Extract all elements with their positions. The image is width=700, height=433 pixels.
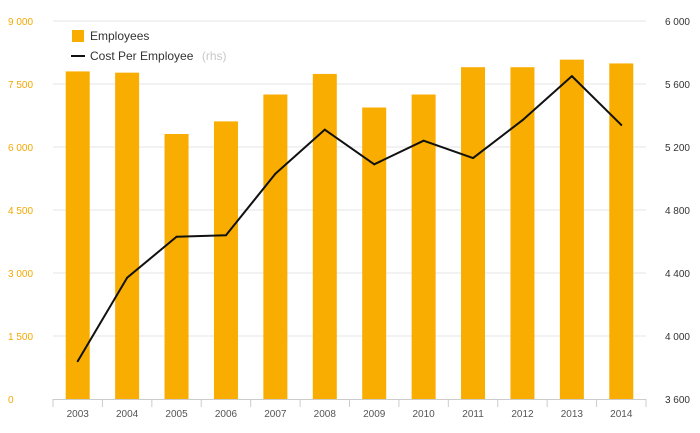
point-cost-per-employee-2007	[274, 172, 277, 175]
bar-employees-2013	[559, 59, 584, 399]
point-cost-per-employee-2003	[76, 360, 79, 363]
y-left-tick-label: 0	[8, 395, 14, 406]
line-cost-per-employee	[76, 75, 622, 362]
x-tick-label: 2014	[610, 409, 633, 420]
x-tick-label: 2013	[561, 409, 584, 420]
y-right-tick-label: 3 600	[665, 395, 690, 406]
y-right-tick-label: 5 600	[665, 80, 690, 91]
y-left-tick-label: 7 500	[8, 80, 33, 91]
y-left-tick-label: 3 000	[8, 269, 33, 280]
legend-label-rhs-suffix: (rhs)	[202, 49, 227, 63]
x-tick-label: 2009	[363, 409, 386, 420]
bar-employees-2006	[213, 121, 238, 399]
x-tick-label: 2010	[413, 409, 436, 420]
y-right-tick-label: 6 000	[665, 17, 690, 28]
y-right-tick-label: 4 000	[665, 332, 690, 343]
bar-employees-2008	[312, 73, 337, 400]
axes: 0 3 600 1 500 4 000 3 000 4 400 4 500 4 800 6 00…	[8, 17, 690, 420]
point-cost-per-employee-2011	[472, 157, 475, 160]
bar-employees-2011	[461, 67, 486, 399]
point-cost-per-employee-2013	[570, 75, 573, 78]
point-cost-per-employee-2006	[224, 234, 227, 237]
bar-employees-2005	[164, 133, 189, 400]
legend-label-cost-text: Cost Per Employee	[90, 49, 194, 63]
gridlines	[53, 20, 646, 337]
line-series-cost-per-employee	[76, 75, 623, 363]
x-tick-label: 2007	[264, 409, 287, 420]
bar-series-employees	[65, 59, 634, 400]
point-cost-per-employee-2014	[620, 123, 623, 126]
x-tick-label: 2011	[462, 409, 484, 420]
point-cost-per-employee-2004	[126, 276, 129, 279]
bar-employees-2012	[510, 67, 535, 399]
y-right-tick-label: 5 200	[665, 143, 690, 154]
x-tick-label: 2003	[67, 409, 90, 420]
bar-employees-2014	[609, 63, 634, 400]
x-tick-label: 2006	[215, 409, 238, 420]
legend-swatch-employees	[72, 30, 84, 42]
y-left-tick-label: 1 500	[8, 332, 33, 343]
y-left-tick-label: 6 000	[8, 143, 33, 154]
point-cost-per-employee-2008	[323, 128, 326, 131]
bar-employees-2004	[115, 72, 140, 399]
legend-label-cost-per-employee: Cost Per Employee (rhs)	[90, 47, 227, 64]
y-left-tick-label: 4 500	[8, 206, 33, 217]
bar-employees-2003	[65, 71, 90, 400]
bar-employees-2009	[362, 107, 387, 400]
x-tick-label: 2005	[165, 409, 188, 420]
y-right-tick-label: 4 800	[665, 206, 690, 217]
legend: Employees Cost Per Employee (rhs)	[71, 29, 227, 64]
x-tick-label: 2012	[511, 409, 534, 420]
x-tick-label: 2008	[314, 409, 337, 420]
point-cost-per-employee-2010	[422, 139, 425, 142]
point-cost-per-employee-2012	[521, 119, 524, 122]
x-tick-label: 2004	[116, 409, 139, 420]
bar-employees-2007	[263, 94, 288, 399]
y-left-tick-label: 9 000	[8, 17, 33, 28]
point-cost-per-employee-2005	[175, 235, 178, 238]
legend-label-employees: Employees	[90, 29, 149, 43]
point-cost-per-employee-2009	[373, 163, 376, 166]
y-right-tick-label: 4 400	[665, 269, 690, 280]
